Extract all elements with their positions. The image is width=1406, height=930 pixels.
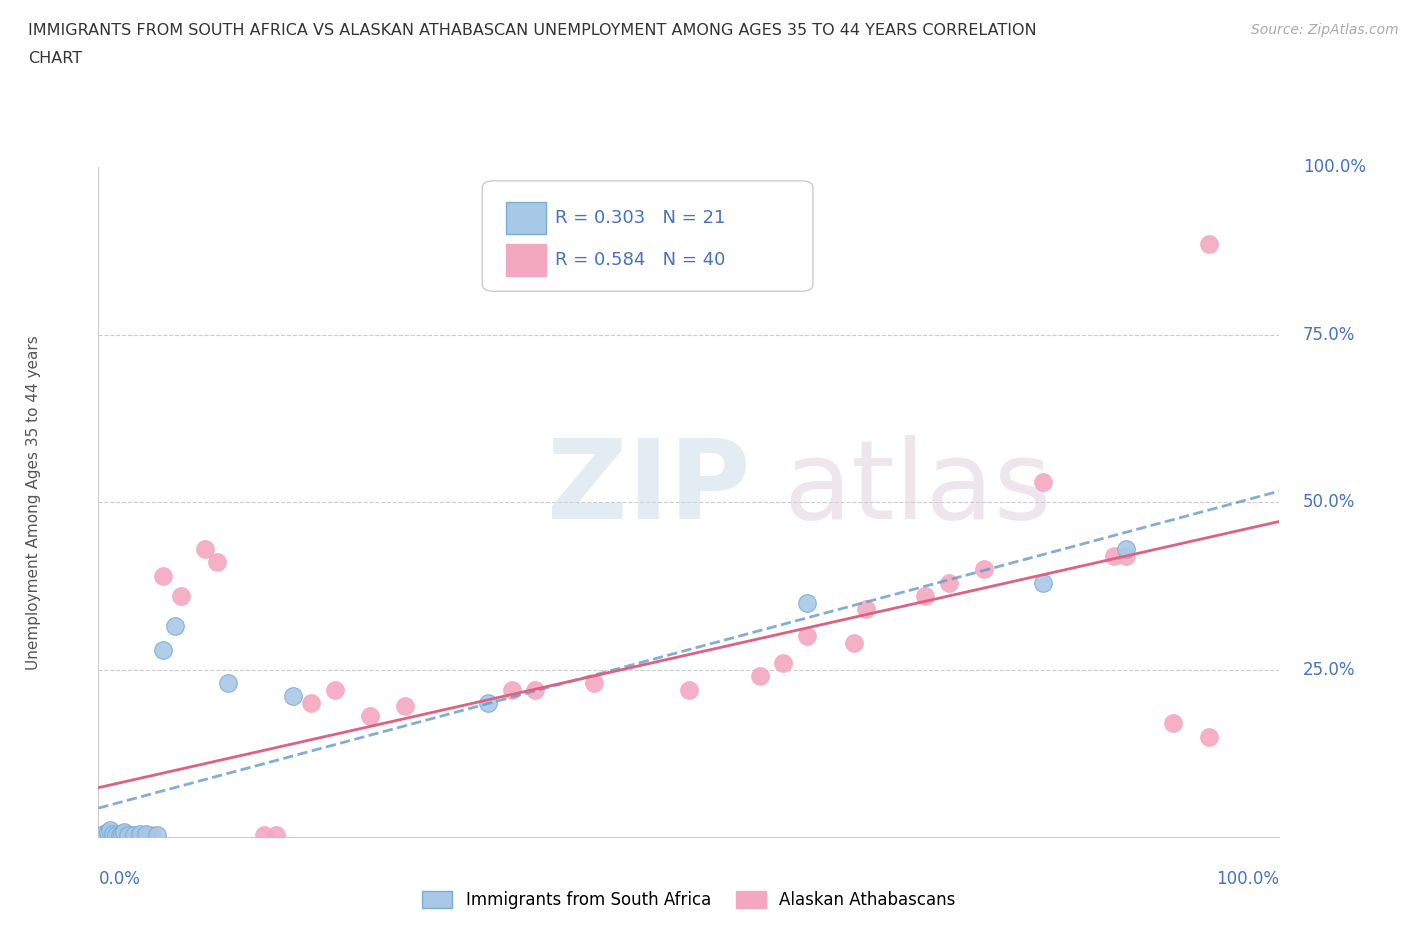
Point <box>477 696 499 711</box>
Point <box>1198 237 1220 252</box>
Legend: Immigrants from South Africa, Alaskan Athabascans: Immigrants from South Africa, Alaskan At… <box>416 884 962 916</box>
Point <box>152 642 174 657</box>
Point <box>796 629 818 644</box>
Point <box>283 689 305 704</box>
Point <box>1115 541 1137 556</box>
Point <box>112 826 135 841</box>
Point <box>938 575 960 590</box>
Point <box>141 828 163 843</box>
Point <box>1115 549 1137 564</box>
Point <box>108 828 131 843</box>
Point <box>583 675 606 690</box>
Text: CHART: CHART <box>28 51 82 66</box>
Point <box>101 828 124 843</box>
Point <box>121 828 143 843</box>
Text: ZIP: ZIP <box>547 435 751 542</box>
Point <box>98 826 121 841</box>
Point <box>170 589 193 604</box>
Point <box>1032 575 1054 590</box>
Point <box>524 683 547 698</box>
Point <box>165 618 187 633</box>
Point <box>1161 716 1184 731</box>
Text: IMMIGRANTS FROM SOUTH AFRICA VS ALASKAN ATHABASCAN UNEMPLOYMENT AMONG AGES 35 TO: IMMIGRANTS FROM SOUTH AFRICA VS ALASKAN … <box>28 23 1036 38</box>
Point <box>264 828 287 843</box>
Point <box>796 595 818 610</box>
Point <box>217 675 239 690</box>
Point <box>111 826 134 841</box>
Text: 25.0%: 25.0% <box>1303 660 1355 679</box>
Point <box>108 828 131 843</box>
Point <box>855 602 877 617</box>
Point <box>97 824 120 839</box>
Point <box>93 826 115 841</box>
Point <box>152 568 174 583</box>
Point <box>97 828 120 843</box>
Point <box>135 828 157 843</box>
Point <box>748 669 770 684</box>
Text: atlas: atlas <box>783 435 1052 542</box>
Point <box>128 826 150 841</box>
Point <box>111 828 134 843</box>
Point <box>1032 474 1054 489</box>
Point <box>394 699 416 714</box>
Point <box>98 823 121 838</box>
Point <box>1102 549 1125 564</box>
FancyBboxPatch shape <box>482 180 813 291</box>
Point <box>299 696 322 711</box>
FancyBboxPatch shape <box>506 244 546 276</box>
Point <box>973 562 995 577</box>
Point <box>105 828 128 843</box>
Point <box>253 828 276 843</box>
Text: Unemployment Among Ages 35 to 44 years: Unemployment Among Ages 35 to 44 years <box>25 335 41 670</box>
Text: R = 0.303   N = 21: R = 0.303 N = 21 <box>555 209 725 227</box>
Text: 100.0%: 100.0% <box>1303 158 1367 177</box>
Point <box>93 826 115 841</box>
Point <box>101 826 124 841</box>
Text: 50.0%: 50.0% <box>1303 493 1355 512</box>
Point <box>112 824 135 839</box>
Point <box>122 828 145 843</box>
Point <box>105 828 128 843</box>
Point <box>117 828 139 843</box>
Point <box>135 826 157 841</box>
Text: 75.0%: 75.0% <box>1303 326 1355 344</box>
Text: Source: ZipAtlas.com: Source: ZipAtlas.com <box>1251 23 1399 37</box>
Point <box>1198 729 1220 744</box>
Point <box>323 683 346 698</box>
Point <box>117 828 139 843</box>
Text: R = 0.584   N = 40: R = 0.584 N = 40 <box>555 251 725 269</box>
Point <box>844 635 866 650</box>
Point <box>914 589 936 604</box>
Point <box>772 656 794 671</box>
Point <box>205 555 228 570</box>
Text: 0.0%: 0.0% <box>98 870 141 888</box>
Point <box>678 683 700 698</box>
Text: 100.0%: 100.0% <box>1216 870 1279 888</box>
Point <box>359 709 381 724</box>
Point <box>194 541 217 556</box>
Point <box>146 828 169 843</box>
FancyBboxPatch shape <box>506 202 546 234</box>
Point <box>501 683 523 698</box>
